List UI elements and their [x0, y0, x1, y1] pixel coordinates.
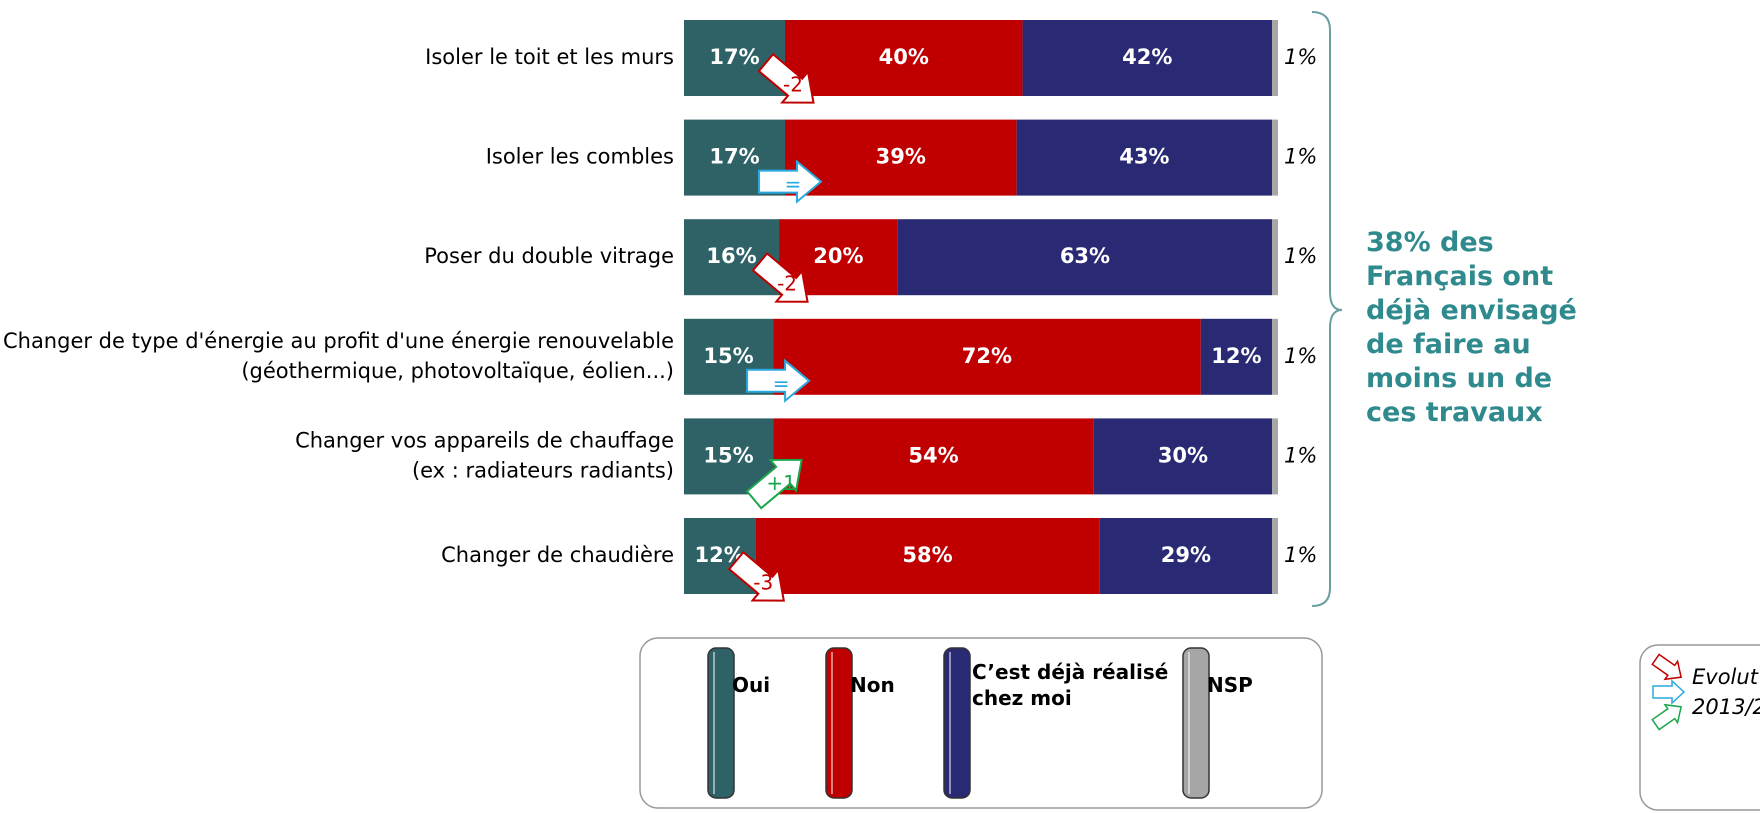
legend-swatch: [825, 647, 853, 799]
category-label: Poser du double vitrage: [424, 244, 674, 268]
value-label: 20%: [813, 244, 863, 268]
bar-segment: [684, 20, 785, 96]
evolution-label: =: [785, 172, 802, 196]
value-label: 1%: [1284, 244, 1317, 268]
legend-swatch: [707, 647, 735, 799]
bar-segment: [1272, 20, 1278, 96]
bar-segment: [1272, 119, 1278, 196]
bracket: [1311, 11, 1343, 607]
value-label: 17%: [709, 145, 759, 169]
legend-label: Oui: [732, 673, 770, 697]
bar-segment: [784, 119, 1017, 196]
category-label: Changer de chaudière: [441, 543, 674, 567]
evolution-legend-arrow: [1651, 653, 1683, 681]
legend-box: [639, 637, 1323, 809]
bar-segment: [897, 219, 1273, 296]
value-label: 39%: [876, 145, 926, 169]
bar-segment: [1093, 418, 1273, 495]
evolution-label: +1: [766, 471, 795, 495]
value-label: 72%: [962, 344, 1012, 368]
category-label: Changer de type d'énergie au profit d'un…: [3, 329, 674, 383]
value-label: 40%: [879, 45, 929, 69]
value-label: 1%: [1284, 45, 1317, 69]
value-label: 1%: [1284, 344, 1317, 368]
evolution-arrow: [751, 252, 809, 303]
bar-segment: [1272, 318, 1278, 395]
legend-label: C’est déjà réalisé chez moi: [972, 660, 1168, 710]
category-label: Changer vos appareils de chauffage (ex : …: [295, 428, 674, 482]
value-label: 58%: [902, 543, 952, 567]
value-label: 43%: [1119, 145, 1169, 169]
value-label: 1%: [1284, 145, 1317, 169]
bar-segment: [1272, 219, 1278, 296]
legend-swatch: [943, 647, 971, 799]
value-label: 30%: [1158, 443, 1208, 467]
evolution-label: -2: [777, 272, 797, 296]
category-label: Isoler les combles: [486, 145, 674, 169]
evolution-label: -2: [783, 73, 803, 97]
bar-segment: [1272, 418, 1278, 495]
evolution-legend-label: Evolut: [1692, 665, 1759, 689]
legend-swatch: [1182, 647, 1210, 799]
evolution-arrow: [745, 458, 803, 510]
annotation: 38% des Français ont déjà envisagé de faire…: [1366, 227, 1577, 428]
value-label: 15%: [703, 443, 753, 467]
value-label: 54%: [908, 443, 958, 467]
evolution-legend-label: 2013/2: [1692, 695, 1760, 719]
value-label: 1%: [1284, 443, 1317, 467]
bar-segment: [1016, 119, 1273, 196]
bar-segment: [755, 518, 1100, 594]
evolution-legend-arrow: [1652, 679, 1686, 705]
bar-segment: [1099, 518, 1273, 594]
bar-segment: [773, 418, 1094, 495]
value-label: 29%: [1161, 543, 1211, 567]
evolution-arrow: [727, 550, 785, 602]
evolution-label: -3: [753, 571, 773, 595]
value-label: 15%: [703, 344, 753, 368]
value-label: 42%: [1122, 45, 1172, 69]
value-label: 17%: [709, 45, 759, 69]
legend-label: Non: [850, 673, 895, 697]
value-label: 63%: [1060, 244, 1110, 268]
category-label: Isoler le toit et les murs: [425, 45, 674, 69]
bar-segment: [773, 318, 1201, 395]
bar-segment: [1022, 20, 1273, 96]
bar-segment: [784, 20, 1023, 96]
value-label: 1%: [1284, 543, 1317, 567]
value-label: 16%: [706, 244, 756, 268]
evolution-arrow: [757, 52, 815, 104]
evolution-label: =: [773, 371, 790, 395]
evolution-arrow: [757, 159, 823, 204]
evolution-arrow: [746, 358, 811, 403]
value-label: 12%: [1211, 344, 1261, 368]
legend-label: NSP: [1207, 673, 1253, 697]
bar-segment: [1200, 318, 1273, 395]
evolution-legend-arrow: [1651, 703, 1683, 731]
bar-segment: [1272, 518, 1278, 594]
